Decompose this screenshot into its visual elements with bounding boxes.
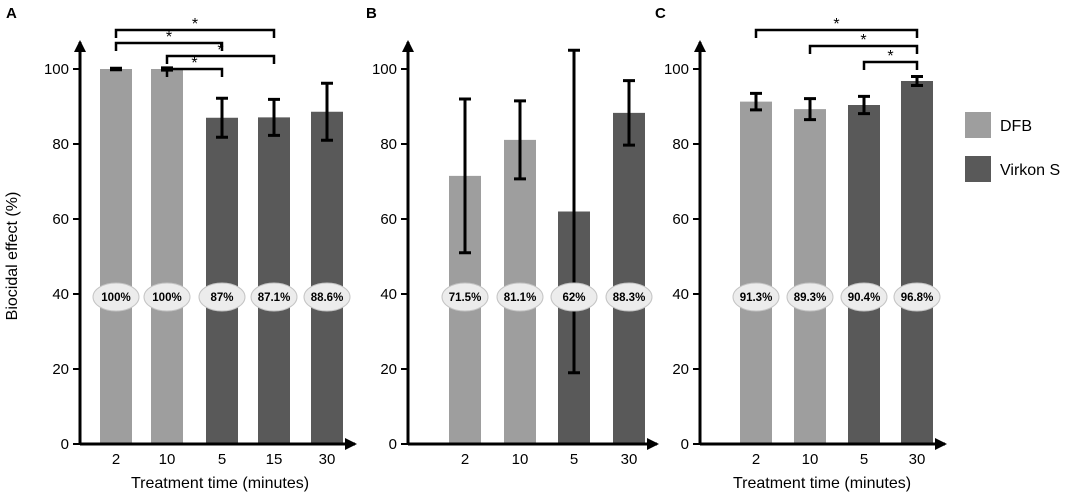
y-tick-label: 60 (52, 211, 69, 228)
x-tick-label: 30 (319, 451, 336, 468)
data-label: 81.1% (504, 292, 537, 304)
y-tick-label: 0 (61, 436, 69, 453)
data-label: 96.8% (901, 292, 934, 304)
data-label: 62% (562, 292, 585, 304)
y-tick-label: 20 (380, 361, 397, 378)
y-tick-label: 40 (672, 286, 689, 303)
y-tick-label: 100 (664, 61, 689, 78)
x-axis-title: Treatment time (minutes) (733, 475, 911, 492)
x-tick-label: 10 (802, 451, 819, 468)
significance-bracket (114, 28, 276, 38)
data-label: 87.1% (258, 292, 291, 304)
data-label-bubble (840, 282, 888, 312)
x-tick-label: 2 (752, 451, 760, 468)
y-tick-label: 80 (672, 136, 689, 153)
data-label-bubble (550, 282, 598, 312)
significance-star: * (192, 16, 198, 33)
data-label: 90.4% (848, 292, 881, 304)
x-tick-label: 30 (621, 451, 638, 468)
data-label-bubble (143, 282, 191, 312)
data-label-bubble (496, 282, 544, 312)
legend-label: Virkon S (1000, 162, 1060, 179)
y-tick-label: 80 (380, 136, 397, 153)
data-label-bubble (303, 282, 351, 312)
data-label-bubble (198, 282, 246, 312)
legend-swatch (965, 156, 991, 182)
x-tick-label: 5 (860, 451, 868, 468)
y-tick-label: 40 (52, 286, 69, 303)
bar (311, 111, 343, 444)
y-axis-arrow (74, 40, 86, 52)
bar (848, 105, 880, 444)
bar (100, 69, 132, 444)
bar (740, 101, 772, 444)
data-label-bubble (893, 282, 941, 312)
panel-letter: B (366, 5, 377, 22)
data-label: 100% (152, 292, 181, 304)
x-axis-title: Treatment time (minutes) (131, 475, 309, 492)
y-axis-arrow (694, 40, 706, 52)
significance-bracket (165, 67, 224, 77)
x-tick-label: 5 (570, 451, 578, 468)
bar (206, 117, 238, 444)
data-label: 100% (101, 292, 130, 304)
x-axis-arrow (647, 438, 659, 450)
data-label: 88.3% (613, 292, 646, 304)
bar (613, 112, 645, 444)
bar (151, 69, 183, 444)
bar (794, 109, 826, 444)
data-label: 91.3% (740, 292, 773, 304)
y-tick-label: 100 (44, 61, 69, 78)
x-tick-label: 2 (461, 451, 469, 468)
y-tick-label: 60 (380, 211, 397, 228)
data-label-bubble (605, 282, 653, 312)
data-label: 87% (210, 292, 233, 304)
significance-star: * (833, 16, 839, 33)
significance-star: * (887, 48, 893, 65)
data-label: 89.3% (794, 292, 827, 304)
data-label: 71.5% (449, 292, 482, 304)
significance-bracket (114, 41, 224, 51)
significance-star: * (860, 32, 866, 49)
data-label-bubble (250, 282, 298, 312)
x-tick-label: 10 (159, 451, 176, 468)
bar (901, 81, 933, 444)
data-label: 88.6% (311, 292, 344, 304)
legend-label: DFB (1000, 118, 1032, 135)
panel-letter: A (6, 5, 17, 22)
legend-swatch (965, 112, 991, 138)
significance-bracket (808, 44, 919, 54)
x-tick-label: 10 (512, 451, 529, 468)
significance-star: * (166, 29, 172, 46)
data-label-bubble (92, 282, 140, 312)
significance-bracket (862, 60, 919, 70)
y-tick-label: 20 (52, 361, 69, 378)
y-tick-label: 20 (672, 361, 689, 378)
significance-bracket (165, 54, 276, 64)
y-tick-label: 80 (52, 136, 69, 153)
significance-star: * (191, 55, 197, 72)
x-axis-arrow (345, 438, 357, 450)
y-tick-label: 60 (672, 211, 689, 228)
x-tick-label: 30 (909, 451, 926, 468)
y-tick-label: 40 (380, 286, 397, 303)
y-axis-title: Biocidal effect (%) (4, 192, 21, 321)
significance-star: * (217, 42, 223, 59)
y-tick-label: 100 (372, 61, 397, 78)
y-axis-arrow (402, 40, 414, 52)
panel-letter: C (655, 5, 666, 22)
y-tick-label: 0 (681, 436, 689, 453)
x-tick-label: 15 (266, 451, 283, 468)
x-axis-arrow (935, 438, 947, 450)
bar (258, 117, 290, 444)
x-tick-label: 5 (218, 451, 226, 468)
significance-bracket (754, 28, 919, 38)
data-label-bubble (732, 282, 780, 312)
x-tick-label: 2 (112, 451, 120, 468)
data-label-bubble (786, 282, 834, 312)
y-tick-label: 0 (389, 436, 397, 453)
data-label-bubble (441, 282, 489, 312)
